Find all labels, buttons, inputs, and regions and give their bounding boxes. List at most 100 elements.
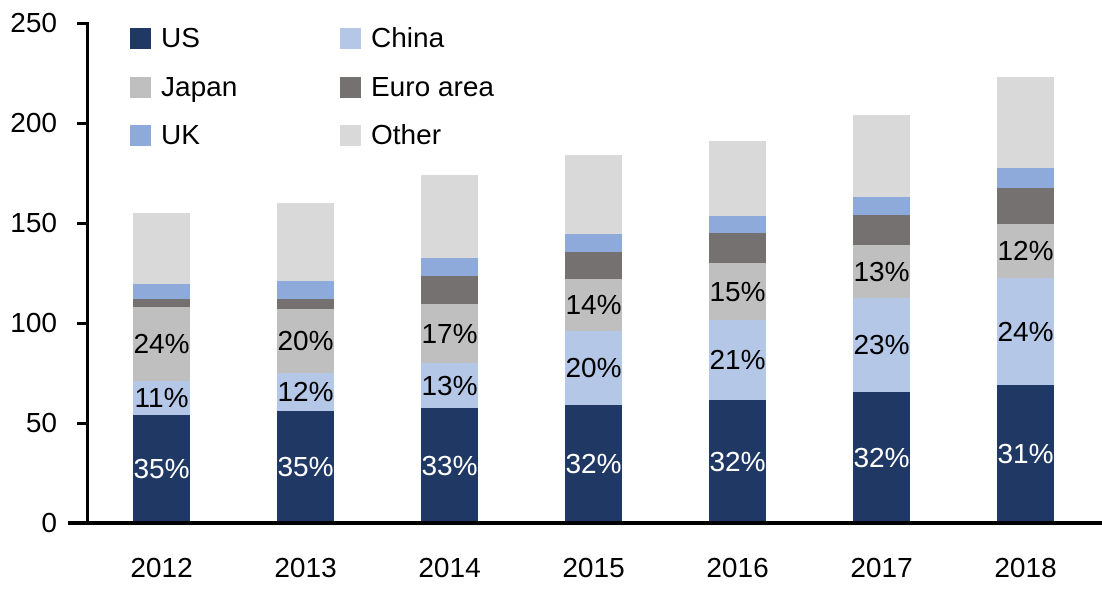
legend-swatch-icon: [340, 76, 361, 98]
legend-item-euro-area: Euro area: [340, 72, 494, 102]
y-axis-tick: [77, 421, 88, 425]
bar-segment-uk: [565, 234, 622, 252]
bar-segment-euro-area: [565, 252, 622, 279]
legend-item-us: US: [130, 23, 200, 53]
legend-label: US: [161, 22, 200, 53]
x-axis-label: 2013: [274, 552, 337, 583]
bar-segment-euro-area: [277, 299, 334, 309]
segment-value-label: 31%: [997, 438, 1054, 469]
segment-value-label: 11%: [134, 382, 189, 413]
segment-value-label: 32%: [565, 448, 622, 479]
x-axis-label: 2016: [706, 552, 769, 583]
bar-segment-us: [277, 411, 334, 523]
bar-segment-china: [421, 363, 478, 408]
bar-segment-japan: [853, 245, 910, 298]
bar-segment-uk: [997, 168, 1054, 188]
bar-segment-uk: [709, 216, 766, 233]
y-axis-tick-label: 250: [10, 7, 57, 38]
legend-item-china: China: [340, 23, 444, 53]
bar-segment-japan: [709, 263, 766, 320]
y-axis-tick: [77, 121, 88, 125]
bar-segment-japan: [565, 279, 622, 331]
y-axis-tick-label: 150: [10, 207, 57, 238]
legend-label: UK: [161, 119, 200, 150]
bar-segment-china: [853, 298, 910, 392]
x-axis-label: 2015: [562, 552, 625, 583]
bar-segment-us: [997, 385, 1054, 523]
segment-value-label: 20%: [277, 325, 334, 356]
bar-segment-china: [565, 331, 622, 405]
legend-item-uk: UK: [130, 120, 200, 150]
segment-value-label: 32%: [709, 445, 766, 477]
bar-segment-other: [853, 115, 910, 197]
segment-value-label: 20%: [565, 352, 622, 383]
y-axis-tick-label: 100: [10, 307, 57, 338]
bar-segment-uk: [133, 284, 190, 299]
segment-value-label: 13%: [853, 255, 910, 287]
y-axis-tick: [77, 21, 88, 25]
y-axis-tick-label: 200: [10, 107, 57, 138]
segment-value-label: 35%: [277, 451, 334, 482]
bar-segment-euro-area: [421, 276, 478, 304]
segment-value-label: 12%: [277, 376, 334, 407]
bar-segment-china: [133, 381, 190, 415]
segment-value-label: 23%: [853, 329, 910, 360]
y-axis-tick-label: 0: [41, 507, 57, 538]
bar-segment-other: [277, 203, 334, 281]
bar-segment-us: [565, 405, 622, 523]
segment-value-label: 35%: [133, 453, 190, 484]
segment-value-label: 17%: [421, 317, 478, 349]
y-axis-tick-label: 50: [25, 407, 57, 438]
y-axis-tick: [77, 221, 88, 225]
bar-segment-japan: [421, 304, 478, 363]
legend-label: China: [371, 22, 445, 53]
legend-label: Other: [371, 119, 442, 150]
segment-value-label: 21%: [709, 344, 766, 375]
bar-segment-euro-area: [133, 299, 190, 307]
bar-segment-us: [709, 400, 766, 523]
bar-segment-other: [133, 213, 190, 284]
legend-label: Euro area: [371, 71, 494, 102]
segment-value-label: 14%: [565, 289, 622, 320]
segment-value-label: 13%: [421, 369, 478, 401]
legend-swatch-icon: [340, 27, 361, 49]
bar-segment-other: [709, 141, 766, 216]
bar-segment-uk: [277, 281, 334, 299]
y-axis-tick: [77, 521, 88, 525]
segment-value-label: 15%: [709, 275, 766, 307]
segment-value-label: 24%: [133, 328, 190, 359]
bar-segment-euro-area: [709, 233, 766, 263]
bar-segment-china: [277, 373, 334, 411]
bar-segment-us: [853, 392, 910, 523]
x-axis-line: [68, 521, 1102, 525]
bar-segment-us: [133, 415, 190, 523]
bar-segment-other: [997, 77, 1054, 168]
legend-swatch-icon: [340, 124, 361, 146]
x-axis-label: 2014: [418, 552, 481, 583]
bar-segment-euro-area: [997, 188, 1054, 224]
segment-value-label: 32%: [853, 441, 910, 473]
bar-segment-uk: [853, 197, 910, 215]
bar-segment-japan: [277, 309, 334, 373]
segment-value-label: 33%: [421, 449, 478, 481]
legend-label: Japan: [161, 71, 238, 102]
x-axis-label: 2018: [994, 552, 1057, 583]
bar-segment-other: [565, 155, 622, 234]
y-axis-tick: [77, 321, 88, 325]
segment-value-label: 24%: [997, 315, 1054, 347]
bar-segment-china: [709, 320, 766, 400]
legend-item-other: Other: [340, 120, 441, 150]
legend-swatch-icon: [130, 124, 151, 146]
segment-value-label: 12%: [997, 235, 1054, 266]
bar-segment-japan: [133, 307, 190, 381]
bar-segment-other: [421, 175, 478, 258]
bar-segment-china: [997, 278, 1054, 385]
bar-segment-euro-area: [853, 215, 910, 245]
legend-item-japan: Japan: [130, 72, 237, 102]
x-axis-label: 2012: [130, 552, 193, 583]
bar-segment-us: [421, 408, 478, 523]
bar-segment-japan: [997, 224, 1054, 278]
bar-segment-uk: [421, 258, 478, 276]
y-axis-line: [86, 22, 89, 525]
